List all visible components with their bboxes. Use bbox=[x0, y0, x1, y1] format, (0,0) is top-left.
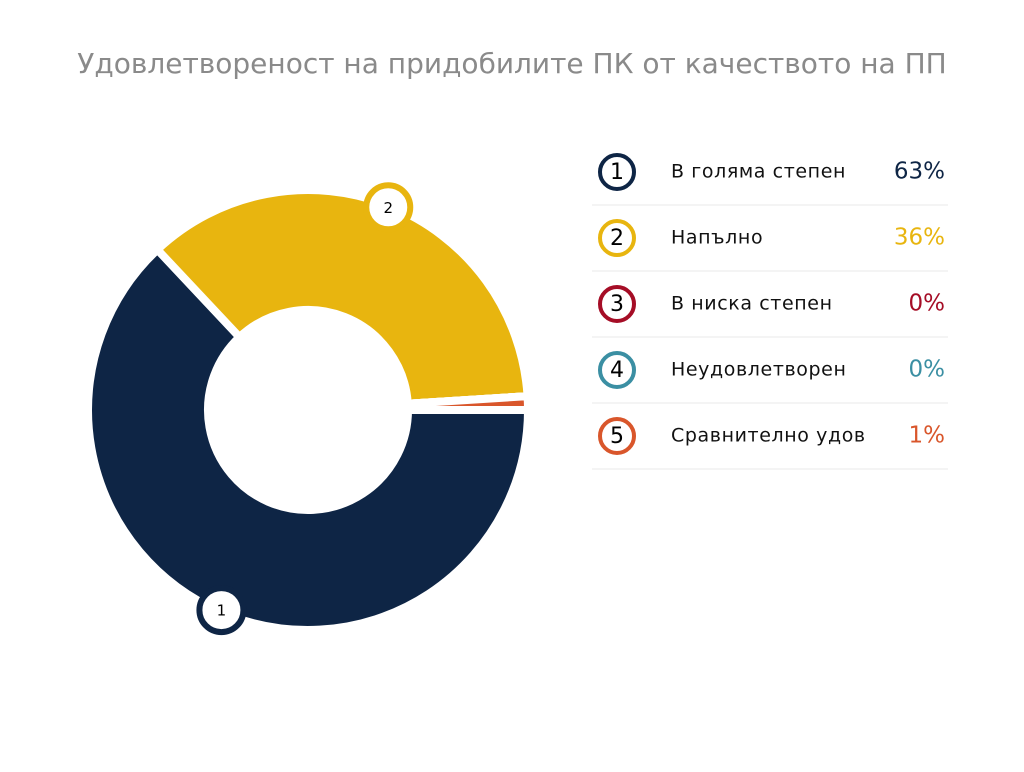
legend-value: 63% bbox=[894, 159, 945, 185]
legend-value: 36% bbox=[894, 225, 945, 251]
legend-badge bbox=[598, 285, 636, 323]
legend-number: 3 bbox=[610, 292, 624, 317]
legend-badge bbox=[598, 153, 636, 191]
legend-label: Неудовлетворен bbox=[671, 359, 846, 381]
legend-value: 0% bbox=[909, 357, 946, 383]
legend-badge bbox=[598, 351, 636, 389]
donut-slice bbox=[84, 243, 533, 634]
donut-slice bbox=[403, 391, 533, 414]
legend-number: 1 bbox=[610, 160, 624, 185]
legend-badge bbox=[598, 417, 636, 455]
legend-badge bbox=[598, 219, 636, 257]
legend-number: 5 bbox=[610, 424, 624, 449]
legend-label: Напълно bbox=[671, 227, 763, 249]
donut-slice bbox=[151, 186, 532, 408]
legend-number: 4 bbox=[610, 358, 624, 383]
slice-badge bbox=[363, 182, 414, 233]
legend-value: 0% bbox=[909, 291, 946, 317]
chart-title: Удовлетвореност на придобилите ПК от кач… bbox=[77, 47, 946, 80]
slice-number: 2 bbox=[383, 199, 393, 217]
legend-label: В ниска степен bbox=[671, 293, 833, 315]
slice-number: 1 bbox=[217, 602, 227, 620]
legend-value: 1% bbox=[909, 423, 946, 449]
legend-number: 2 bbox=[610, 226, 624, 251]
legend-label: В голяма степен bbox=[671, 161, 846, 183]
legend-label: Сравнително удов bbox=[671, 425, 866, 447]
slice-badge bbox=[196, 585, 247, 636]
